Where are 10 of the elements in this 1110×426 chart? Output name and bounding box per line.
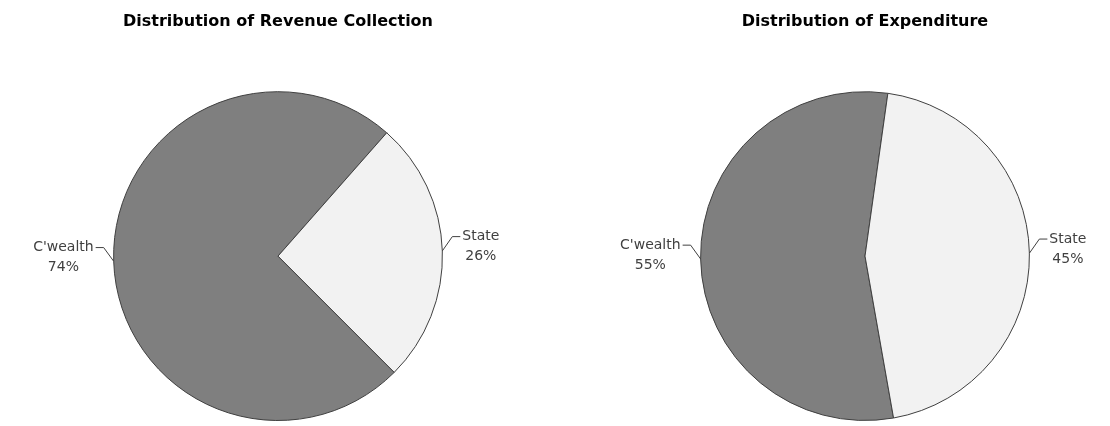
slice-label: C'wealth <box>33 238 94 255</box>
data-label: 74% <box>47 258 79 275</box>
chart-title: Distribution of Expenditure <box>741 10 989 30</box>
slice-label: State <box>1049 229 1087 246</box>
data-label: 45% <box>1052 249 1084 266</box>
chart-title: Distribution of Revenue Collection <box>123 10 433 30</box>
slice-label: C'wealth <box>620 235 681 252</box>
data-label: 26% <box>465 247 497 264</box>
data-label: 55% <box>634 255 666 272</box>
slice-label: State <box>462 227 500 244</box>
